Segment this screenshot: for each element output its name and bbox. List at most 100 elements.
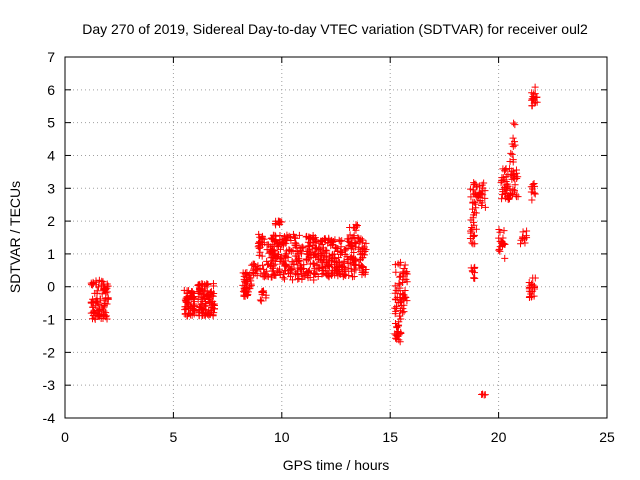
data-point <box>87 298 95 306</box>
data-point <box>351 239 359 247</box>
x-tick-label: 0 <box>61 429 69 445</box>
data-point <box>393 293 401 301</box>
data-point <box>185 301 193 309</box>
data-point <box>303 232 311 240</box>
data-point <box>103 315 111 323</box>
data-point <box>470 232 478 240</box>
data-point <box>391 330 399 338</box>
data-point <box>287 265 295 273</box>
data-point <box>391 304 399 312</box>
data-point <box>268 235 276 243</box>
data-point <box>288 258 296 266</box>
data-point <box>239 269 247 277</box>
data-point <box>507 149 515 157</box>
data-point <box>527 288 535 296</box>
y-tick-label: 1 <box>47 246 55 262</box>
data-point <box>317 255 325 263</box>
data-point <box>254 239 262 247</box>
data-point <box>260 288 268 296</box>
data-point <box>285 270 293 278</box>
data-point <box>520 235 528 243</box>
data-point <box>181 303 189 311</box>
data-point <box>533 98 541 106</box>
data-point <box>282 267 290 275</box>
x-tick-label: 15 <box>382 429 398 445</box>
data-point <box>323 261 331 269</box>
tick-labels: 0 5 10 15 20 25 -4 -3 -2 -1 0 1 2 3 4 5 6 7 <box>43 49 615 445</box>
data-point <box>392 307 400 315</box>
data-point <box>318 248 326 256</box>
x-tick-label: 25 <box>599 429 615 445</box>
data-point <box>497 179 505 187</box>
data-point <box>329 240 337 248</box>
data-point <box>250 265 258 273</box>
data-point <box>358 268 366 276</box>
data-point <box>256 238 264 246</box>
y-tick-label: -3 <box>43 377 56 393</box>
y-tick-label: 4 <box>47 147 55 163</box>
data-point <box>511 181 519 189</box>
data-point <box>289 276 297 284</box>
data-point <box>330 237 338 245</box>
x-axis-title: GPS time / hours <box>283 457 390 473</box>
data-point <box>242 273 250 281</box>
data-point <box>345 235 353 243</box>
data-point <box>282 262 290 270</box>
data-point <box>102 294 110 302</box>
data-point <box>207 299 215 307</box>
data-point <box>257 270 265 278</box>
data-point <box>205 310 213 318</box>
data-point <box>271 231 279 239</box>
data-point <box>512 191 520 199</box>
data-point <box>476 197 484 205</box>
data-point <box>469 214 477 222</box>
x-tick-label: 20 <box>491 429 507 445</box>
data-point <box>291 271 299 279</box>
data-point <box>399 291 407 299</box>
data-point <box>529 95 537 103</box>
data-point <box>527 188 535 196</box>
data-point <box>91 289 99 297</box>
data-point <box>345 272 353 280</box>
data-point <box>470 190 478 198</box>
data-point <box>336 237 344 245</box>
data-point <box>291 252 299 260</box>
data-point <box>510 186 518 194</box>
data-point <box>295 231 303 239</box>
data-point <box>91 314 99 322</box>
y-tick-label: 3 <box>47 180 55 196</box>
data-point <box>270 247 278 255</box>
data-point <box>241 285 249 293</box>
plot-frame <box>64 56 608 419</box>
data-point <box>400 308 408 316</box>
data-point <box>248 261 256 269</box>
data-point <box>265 241 273 249</box>
data-point <box>318 270 326 278</box>
data-point <box>256 296 264 304</box>
data-point <box>294 275 302 283</box>
data-point <box>523 227 531 235</box>
data-point <box>511 141 519 149</box>
data-point <box>87 309 95 317</box>
data-point <box>396 338 404 346</box>
data-point <box>332 244 340 252</box>
data-point <box>340 271 348 279</box>
data-point <box>207 307 215 315</box>
data-point <box>327 271 335 279</box>
data-point <box>509 185 517 193</box>
y-tick-label: -4 <box>43 410 56 426</box>
data-point <box>255 230 263 238</box>
data-point <box>475 182 483 190</box>
data-point <box>271 271 279 279</box>
data-point <box>346 224 354 232</box>
data-point <box>196 284 204 292</box>
data-point <box>280 270 288 278</box>
data-point <box>296 265 304 273</box>
data-point <box>507 171 515 179</box>
data-point <box>502 173 510 181</box>
data-point <box>276 265 284 273</box>
data-point <box>243 291 251 299</box>
data-point <box>304 271 312 279</box>
data-point <box>100 301 108 309</box>
